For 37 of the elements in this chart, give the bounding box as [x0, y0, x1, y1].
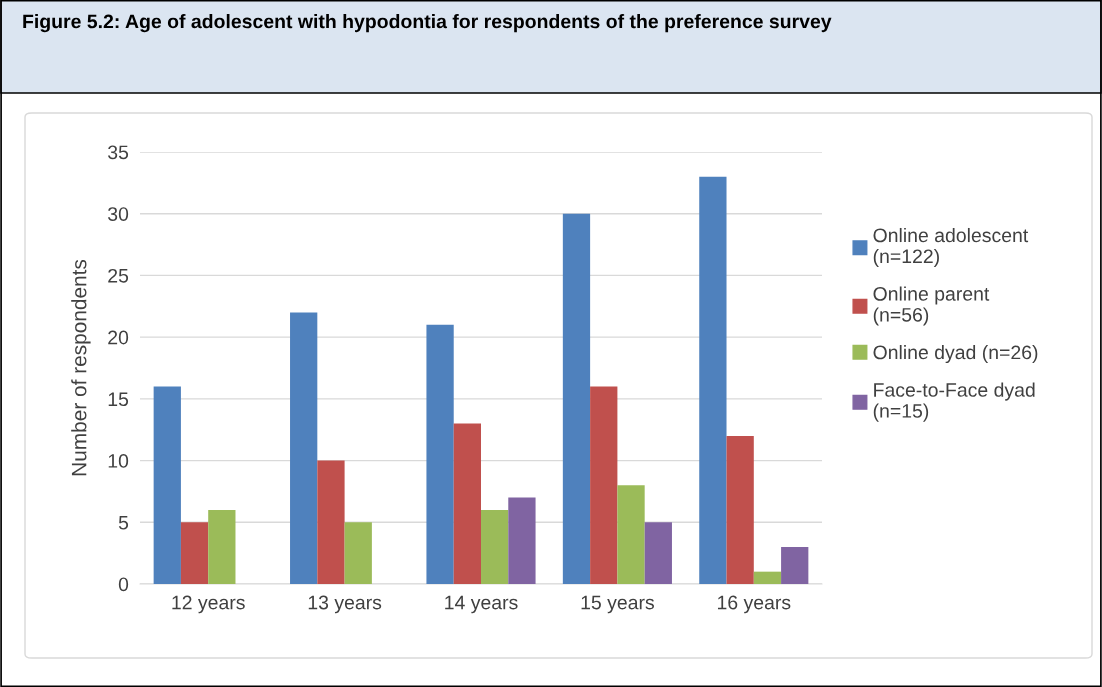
y-tick-label: 0	[118, 577, 129, 592]
x-tick-label: 16 years	[718, 595, 791, 614]
x-tick-label: 15 years	[581, 595, 654, 614]
y-tick-label: 30	[108, 207, 129, 221]
bar	[590, 386, 618, 584]
y-tick-label: 20	[108, 330, 129, 345]
x-tick-label: 14 years	[445, 595, 518, 614]
bar	[699, 176, 727, 584]
bar	[644, 522, 672, 584]
bar	[617, 485, 645, 584]
legend-label: Face-to-Face dyad (n=15)	[873, 382, 1035, 422]
bar	[726, 435, 754, 584]
y-tick-label: 35	[108, 145, 129, 160]
bar	[153, 386, 181, 584]
bar	[344, 522, 372, 584]
y-axis-title: Number of respondents	[71, 259, 91, 476]
bar	[317, 460, 345, 584]
y-tick-label: 10	[108, 454, 129, 468]
legend-label: Online adolescent (n=122)	[873, 227, 1029, 268]
bar	[562, 213, 591, 584]
y-tick-label: 5	[118, 515, 129, 530]
y-tick-label: 15	[108, 392, 129, 407]
bar	[481, 509, 509, 584]
bar	[290, 312, 318, 584]
bar	[208, 509, 236, 584]
bar	[508, 497, 536, 584]
bar	[180, 522, 209, 584]
bar	[781, 546, 809, 584]
chart-title: Figure 5.2: Age of adolescent with hypodontia for respondents of the preference survey	[23, 14, 832, 33]
bar	[426, 324, 454, 584]
x-tick-label: 13 years	[308, 595, 382, 614]
y-tick-label: 25	[108, 268, 129, 283]
bar	[453, 423, 481, 584]
x-tick-label: 12 years	[172, 595, 245, 614]
legend-label: Online dyad (n=26)	[873, 344, 1038, 364]
bar	[753, 571, 782, 584]
legend-label: Online parent (n=56)	[873, 286, 990, 326]
